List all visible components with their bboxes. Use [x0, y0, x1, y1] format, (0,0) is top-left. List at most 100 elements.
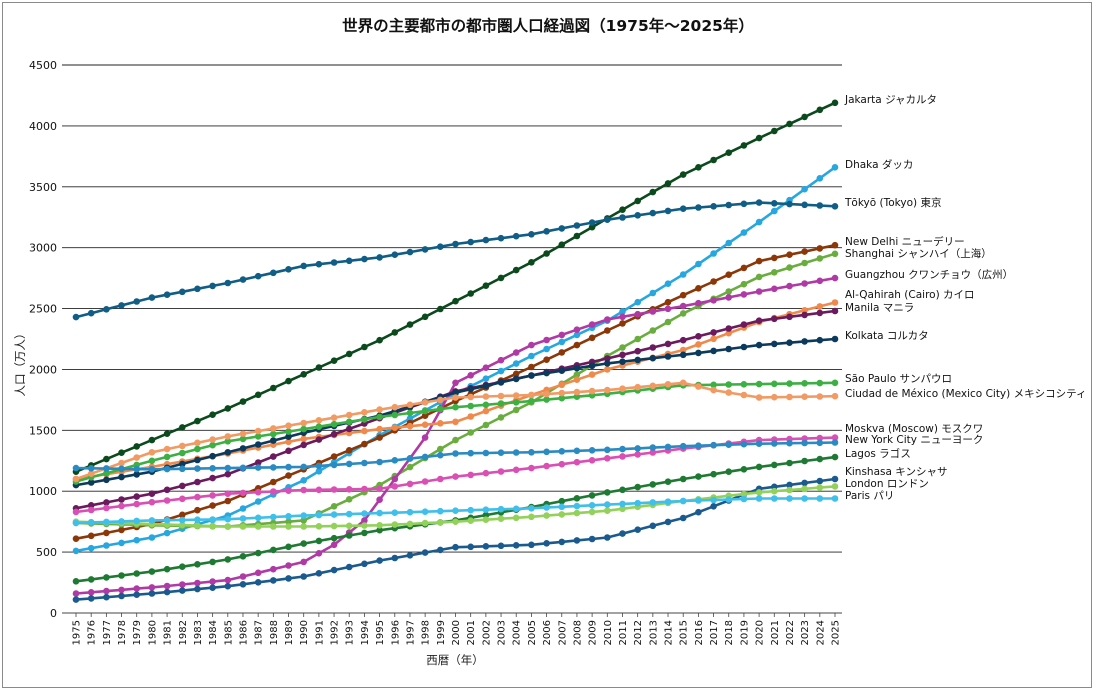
data-point	[452, 403, 459, 411]
data-point	[361, 522, 368, 529]
data-point	[270, 453, 277, 460]
data-point	[664, 280, 672, 288]
data-point	[710, 441, 717, 449]
data-point	[573, 537, 581, 544]
data-point	[679, 171, 687, 178]
data-point	[118, 539, 125, 547]
data-point	[330, 420, 338, 428]
data-point	[558, 460, 566, 468]
data-point	[300, 441, 308, 449]
data-point	[740, 321, 748, 328]
data-point	[87, 309, 95, 317]
x-tick-label: 2024	[815, 620, 826, 645]
data-point	[634, 197, 641, 205]
data-point	[87, 479, 95, 486]
series-line	[75, 166, 836, 553]
y-axis-title: 人口（万人）	[13, 328, 27, 397]
data-point	[406, 480, 414, 488]
data-point	[103, 455, 110, 463]
data-point	[87, 576, 95, 583]
data-point	[512, 406, 520, 414]
data-point	[801, 439, 808, 447]
data-point	[771, 315, 778, 323]
data-point	[725, 381, 732, 388]
data-point	[558, 367, 566, 375]
data-point	[330, 503, 338, 510]
data-point	[786, 264, 793, 271]
series-label: Dhaka ダッカ	[845, 158, 913, 171]
data-point	[771, 495, 778, 502]
data-point	[695, 508, 702, 516]
data-point	[391, 475, 399, 483]
data-point	[315, 523, 323, 530]
data-point	[497, 515, 505, 522]
data-point	[816, 303, 824, 310]
data-point	[72, 519, 80, 527]
data-point	[771, 254, 778, 262]
series-line	[75, 101, 836, 473]
data-point	[361, 529, 368, 537]
x-tick-label: 1977	[102, 620, 113, 645]
data-point	[831, 299, 839, 306]
data-point	[816, 277, 824, 285]
data-point	[482, 506, 490, 513]
data-point	[816, 393, 824, 400]
data-point	[300, 540, 308, 547]
data-point	[740, 280, 748, 288]
data-point	[679, 336, 687, 344]
data-point	[224, 515, 232, 523]
data-point	[512, 232, 520, 240]
data-point	[710, 386, 717, 394]
data-point	[604, 507, 611, 514]
data-point	[254, 441, 262, 448]
data-point	[801, 280, 808, 287]
data-point	[497, 468, 505, 475]
data-point	[330, 453, 338, 460]
data-point	[163, 486, 171, 494]
data-point	[664, 318, 672, 326]
data-point	[482, 282, 490, 290]
data-point	[376, 336, 383, 344]
data-point	[740, 466, 748, 473]
data-point	[831, 274, 839, 282]
data-point	[148, 466, 156, 473]
data-point	[148, 449, 156, 456]
data-point	[239, 553, 247, 560]
data-point	[224, 438, 232, 445]
series-10	[72, 379, 839, 483]
data-point	[285, 523, 292, 530]
data-point	[224, 279, 232, 287]
data-point	[421, 412, 429, 420]
data-point	[497, 274, 505, 282]
data-point	[285, 422, 292, 430]
data-point	[664, 207, 672, 215]
data-point	[786, 481, 793, 489]
x-tick-label: 2025	[831, 620, 842, 645]
data-point	[588, 492, 596, 499]
series-line	[75, 337, 836, 487]
data-point	[528, 397, 535, 405]
data-point	[239, 573, 247, 580]
data-point	[528, 505, 535, 512]
x-tick-label: 2007	[557, 620, 568, 645]
data-point	[604, 455, 611, 462]
data-point	[118, 459, 125, 467]
data-point	[452, 418, 459, 426]
data-point	[634, 383, 641, 391]
data-point	[801, 113, 808, 121]
data-point	[148, 590, 156, 597]
data-point	[831, 439, 839, 446]
data-point	[512, 375, 520, 383]
data-point	[330, 357, 338, 365]
data-point	[725, 389, 732, 396]
data-point	[421, 421, 429, 429]
data-point	[300, 477, 308, 484]
data-point	[801, 479, 808, 487]
data-point	[816, 434, 824, 442]
data-point	[649, 188, 657, 196]
data-point	[649, 382, 657, 390]
data-point	[361, 343, 368, 351]
data-point	[194, 579, 201, 587]
data-point	[634, 451, 641, 458]
data-point	[482, 543, 490, 550]
